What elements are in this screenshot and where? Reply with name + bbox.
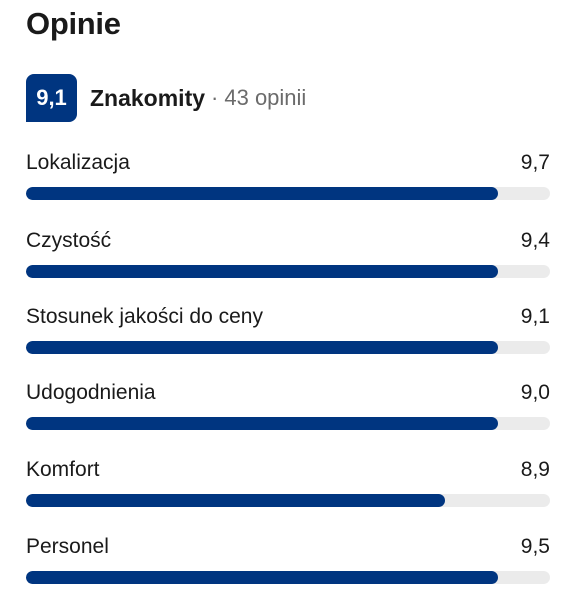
category-czystosc: Czystość 9,4 <box>26 228 550 278</box>
category-score: 9,5 <box>520 535 550 558</box>
category-label: Stosunek jakości do ceny <box>26 305 263 328</box>
score-bar-track <box>26 187 550 200</box>
score-bar-fill <box>26 571 498 584</box>
score-bar-fill <box>26 187 498 200</box>
category-score: 8,9 <box>520 458 550 481</box>
category-komfort: Komfort 8,9 <box>26 457 550 507</box>
score-bar-track <box>26 341 550 354</box>
page-title: Opinie <box>26 6 121 41</box>
category-label: Udogodnienia <box>26 381 156 404</box>
category-lokalizacja: Lokalizacja 9,7 <box>26 150 550 200</box>
category-score: 9,1 <box>520 305 550 328</box>
category-label: Komfort <box>26 458 100 481</box>
rating-summary: 9,1 Znakomity · 43 opinii <box>26 74 306 122</box>
category-label: Czystość <box>26 229 112 252</box>
score-bar-track <box>26 265 550 278</box>
score-bar-track <box>26 417 550 430</box>
category-label: Lokalizacja <box>26 151 130 174</box>
separator-dot: · <box>211 85 219 110</box>
score-bar-fill <box>26 417 498 430</box>
category-personel: Personel 9,5 <box>26 534 550 584</box>
review-count[interactable]: 43 opinii <box>224 85 307 110</box>
score-bar-track <box>26 571 550 584</box>
category-stosunek-jakosci-do-ceny: Stosunek jakości do ceny 9,1 <box>26 304 550 354</box>
category-score: 9,4 <box>520 229 550 252</box>
category-udogodnienia: Udogodnienia 9,0 <box>26 380 550 430</box>
score-bar-fill <box>26 265 498 278</box>
score-bar-track <box>26 494 550 507</box>
category-score: 9,7 <box>520 151 550 174</box>
score-bar-fill <box>26 341 498 354</box>
rating-verdict: Znakomity <box>90 84 206 111</box>
overall-score-badge: 9,1 <box>26 74 77 122</box>
category-score: 9,0 <box>520 381 550 404</box>
score-bar-fill <box>26 494 446 507</box>
category-label: Personel <box>26 535 109 558</box>
